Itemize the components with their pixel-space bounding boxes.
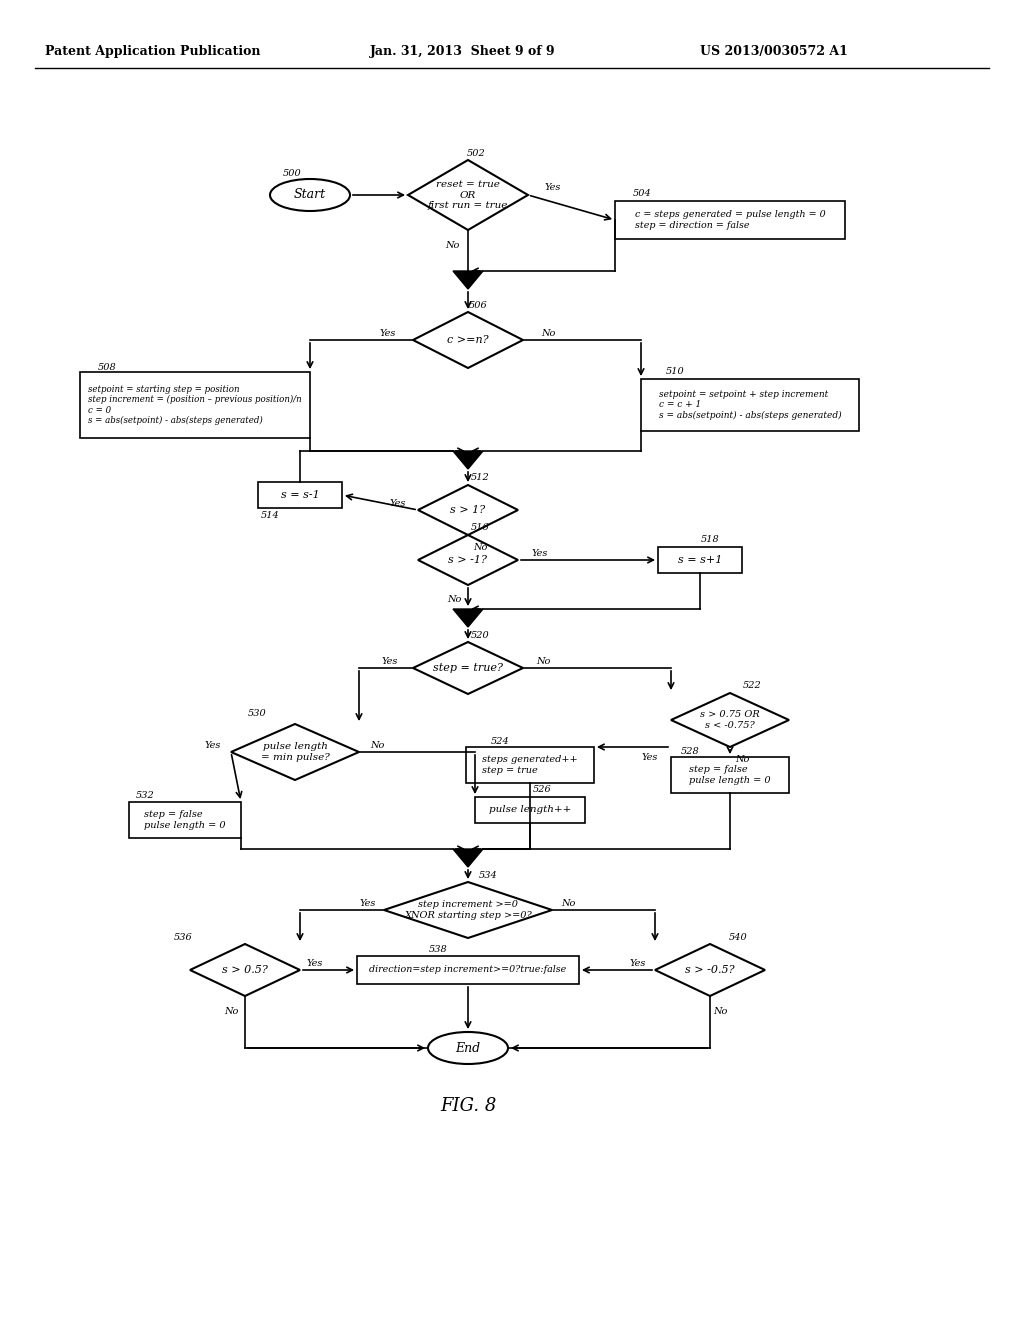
Text: No: No bbox=[735, 755, 750, 764]
Text: Yes: Yes bbox=[359, 899, 376, 908]
Text: 536: 536 bbox=[174, 933, 193, 942]
Text: Yes: Yes bbox=[545, 182, 561, 191]
Text: s = s-1: s = s-1 bbox=[281, 490, 319, 500]
Text: s > -1?: s > -1? bbox=[449, 554, 487, 565]
Text: s > 0.75 OR
s < -0.75?: s > 0.75 OR s < -0.75? bbox=[700, 710, 760, 730]
Text: 520: 520 bbox=[471, 631, 489, 640]
Text: Yes: Yes bbox=[531, 549, 548, 557]
Text: c >=n?: c >=n? bbox=[447, 335, 488, 345]
Text: 516: 516 bbox=[471, 524, 489, 532]
Text: 538: 538 bbox=[429, 945, 447, 954]
Text: step = false
pulse length = 0: step = false pulse length = 0 bbox=[144, 810, 226, 830]
Text: step = true?: step = true? bbox=[433, 663, 503, 673]
Text: 522: 522 bbox=[742, 681, 762, 690]
Text: 518: 518 bbox=[700, 536, 720, 544]
Text: setpoint = starting step = position
step increment = (position – previous positi: setpoint = starting step = position step… bbox=[88, 384, 302, 425]
Text: No: No bbox=[224, 1007, 239, 1016]
Text: pulse length++: pulse length++ bbox=[488, 805, 571, 814]
Text: No: No bbox=[370, 741, 384, 750]
Text: No: No bbox=[541, 329, 555, 338]
Text: 526: 526 bbox=[532, 785, 551, 795]
Text: No: No bbox=[713, 1007, 727, 1016]
Text: 506: 506 bbox=[469, 301, 487, 309]
Polygon shape bbox=[453, 609, 483, 627]
Polygon shape bbox=[453, 451, 483, 469]
Text: steps generated++
step = true: steps generated++ step = true bbox=[482, 755, 578, 775]
Text: s > 1?: s > 1? bbox=[451, 506, 485, 515]
Text: 540: 540 bbox=[729, 933, 748, 942]
Text: s > 0.5?: s > 0.5? bbox=[222, 965, 268, 975]
Text: 528: 528 bbox=[681, 747, 699, 755]
Text: FIG. 8: FIG. 8 bbox=[440, 1097, 497, 1115]
Text: 500: 500 bbox=[283, 169, 301, 177]
Text: Yes: Yes bbox=[390, 499, 407, 507]
Text: Yes: Yes bbox=[205, 741, 221, 750]
Text: End: End bbox=[456, 1041, 480, 1055]
Text: No: No bbox=[444, 240, 459, 249]
Text: s > -0.5?: s > -0.5? bbox=[685, 965, 735, 975]
Text: Yes: Yes bbox=[642, 754, 658, 763]
Text: No: No bbox=[473, 544, 487, 553]
Text: No: No bbox=[446, 595, 461, 605]
Text: reset = true
OR
first run = true: reset = true OR first run = true bbox=[428, 180, 508, 210]
Text: 502: 502 bbox=[467, 149, 485, 157]
Text: 532: 532 bbox=[135, 792, 155, 800]
Text: Patent Application Publication: Patent Application Publication bbox=[45, 45, 260, 58]
Text: 530: 530 bbox=[248, 710, 266, 718]
Text: 508: 508 bbox=[97, 363, 117, 371]
Text: 510: 510 bbox=[666, 367, 684, 375]
Text: 514: 514 bbox=[261, 511, 280, 520]
Text: 524: 524 bbox=[490, 737, 509, 746]
Polygon shape bbox=[453, 271, 483, 289]
Text: c = steps generated = pulse length = 0
step = direction = false: c = steps generated = pulse length = 0 s… bbox=[635, 210, 825, 230]
Text: US 2013/0030572 A1: US 2013/0030572 A1 bbox=[700, 45, 848, 58]
Text: No: No bbox=[561, 899, 575, 908]
Polygon shape bbox=[453, 849, 483, 867]
Text: pulse length
= min pulse?: pulse length = min pulse? bbox=[260, 742, 330, 762]
Text: Start: Start bbox=[294, 189, 326, 202]
Text: 504: 504 bbox=[633, 190, 651, 198]
Text: No: No bbox=[536, 656, 550, 665]
Text: setpoint = setpoint + step increment
c = c + 1
s = abs(setpoint) - abs(steps gen: setpoint = setpoint + step increment c =… bbox=[658, 389, 842, 420]
Text: step = false
pulse length = 0: step = false pulse length = 0 bbox=[689, 766, 771, 784]
Text: Jan. 31, 2013  Sheet 9 of 9: Jan. 31, 2013 Sheet 9 of 9 bbox=[370, 45, 556, 58]
Text: 512: 512 bbox=[471, 474, 489, 483]
Text: s = s+1: s = s+1 bbox=[678, 554, 722, 565]
Text: Yes: Yes bbox=[382, 656, 398, 665]
Text: 534: 534 bbox=[478, 870, 498, 879]
Text: step increment >=0
XNOR starting step >=0?: step increment >=0 XNOR starting step >=… bbox=[404, 900, 531, 920]
Text: Yes: Yes bbox=[630, 958, 646, 968]
Text: direction=step increment>=0?true:false: direction=step increment>=0?true:false bbox=[370, 965, 566, 974]
Text: Yes: Yes bbox=[307, 958, 324, 968]
Text: Yes: Yes bbox=[380, 329, 396, 338]
